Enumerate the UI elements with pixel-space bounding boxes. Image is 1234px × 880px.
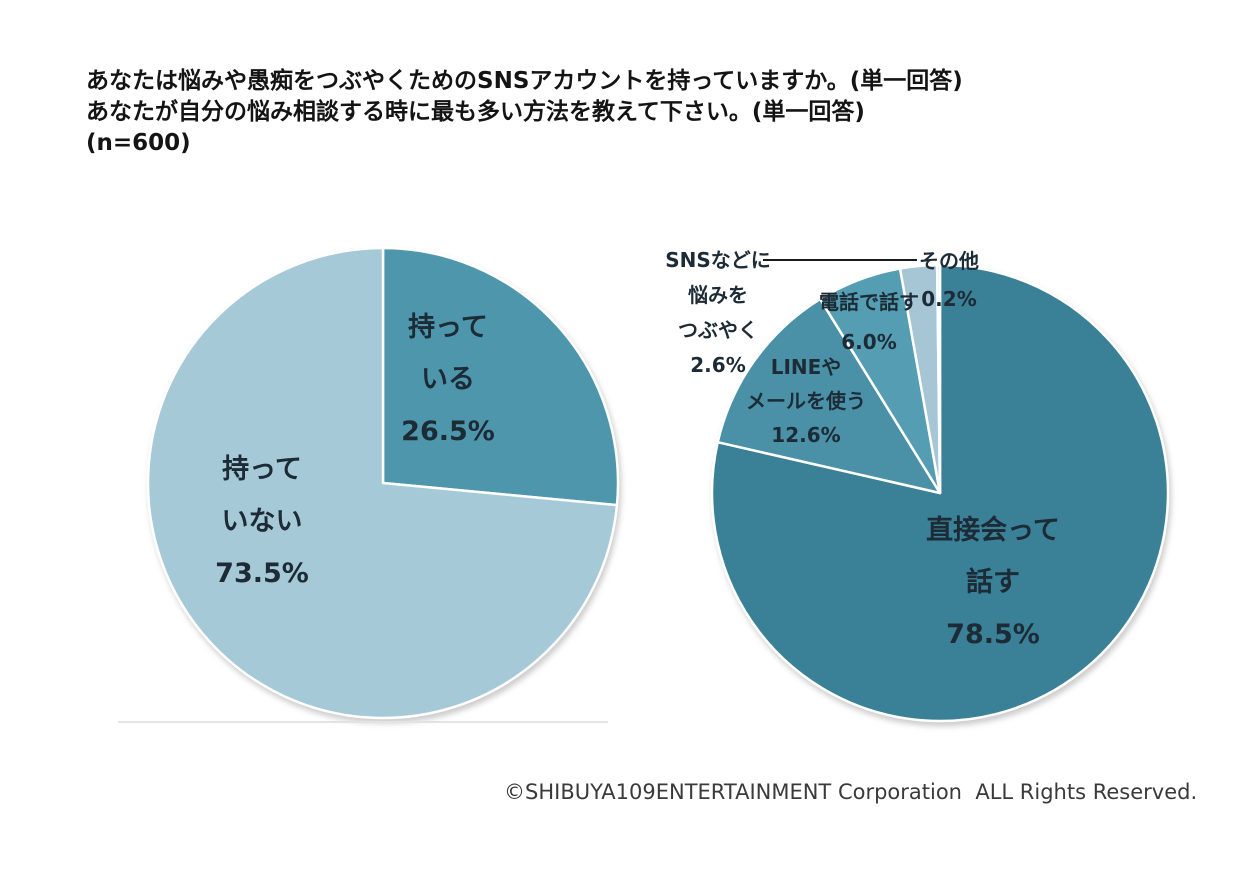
left-pie-label-have-not: 持って いない 73.5% [215, 444, 309, 600]
survey-question-2: あなたが自分の悩み相談する時に最も多い方法を教えて下さい。(単一回答) [86, 99, 865, 125]
pie-slice-1 [716, 297, 942, 495]
label-line: その他 [919, 249, 979, 273]
label-line: 78.5% [946, 619, 1040, 650]
right-pie-chart [710, 263, 1170, 723]
sns-label-leader-line [763, 259, 917, 261]
left-pie-chart [146, 246, 620, 720]
left-pie-baseline [118, 721, 608, 723]
survey-title-block: あなたは悩みや愚痴をつぶやくためのSNSアカウントを持っていますか。(単一回答)… [86, 66, 963, 159]
label-line: 0.2% [921, 287, 977, 311]
left-pie-label-have: 持って いる 26.5% [401, 302, 495, 458]
sample-size: (n=600) [86, 130, 191, 156]
right-pie-label-phone: 電話で話す 6.0% [819, 282, 919, 362]
right-pie-label-meet-directly: 直接会って 話す 78.5% [926, 505, 1060, 661]
label-line: メールを使う [746, 389, 866, 413]
label-line: いる [420, 364, 475, 395]
pie-slice-0 [710, 263, 1170, 723]
label-line: 直接会って [926, 515, 1060, 546]
label-line: LINEや [770, 355, 842, 379]
right-pie-label-other: その他 0.2% [919, 242, 979, 318]
label-line: 73.5% [215, 558, 309, 589]
label-line: 悩みを [687, 283, 748, 307]
right-pie-label-line-mail: LINEや メールを使う 12.6% [746, 350, 866, 452]
pie-slice-4 [935, 263, 942, 495]
right-pie-label-sns: SNSなどに 悩みを つぶやく 2.6% [665, 243, 771, 383]
label-line: 12.6% [771, 423, 841, 447]
label-line: SNSなどに [665, 248, 771, 272]
label-line: いない [221, 506, 303, 537]
label-line: 持って [222, 454, 302, 485]
label-line: 話す [966, 567, 1020, 598]
label-line: 2.6% [690, 353, 746, 377]
survey-question-1: あなたは悩みや愚痴をつぶやくためのSNSアカウントを持っていますか。(単一回答) [86, 68, 963, 94]
label-line: 電話で話す [819, 290, 919, 314]
pie-slice-0 [381, 246, 620, 507]
label-line: 26.5% [401, 416, 495, 447]
copyright-notice: ©SHIBUYA109ENTERTAINMENT Corporation ALL… [504, 780, 1198, 804]
label-line: 持って [408, 312, 488, 343]
pie-slice-1 [146, 246, 619, 720]
label-line: つぶやく [677, 318, 758, 342]
label-line: 6.0% [841, 330, 897, 354]
